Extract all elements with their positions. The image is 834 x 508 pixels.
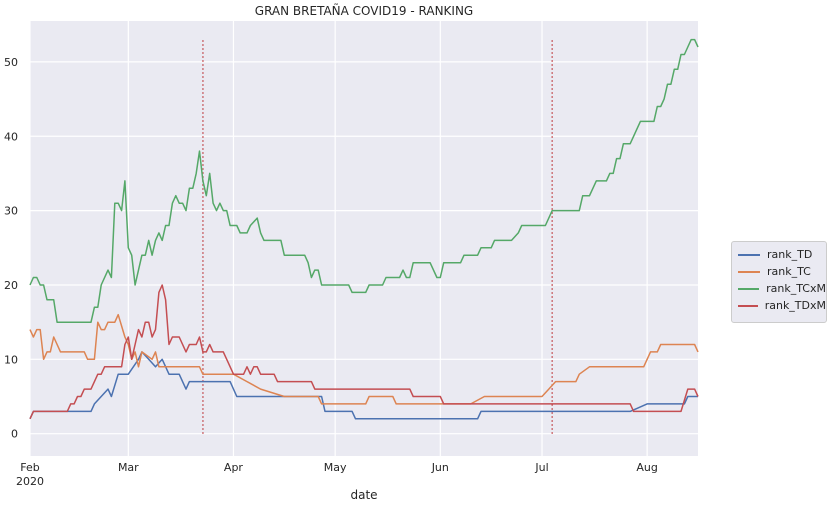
legend-label: rank_TC bbox=[767, 265, 811, 278]
y-tick-label: 40 bbox=[4, 130, 18, 143]
y-tick-label: 0 bbox=[11, 428, 18, 441]
legend-swatch bbox=[738, 253, 760, 256]
legend-label: rank_TD bbox=[767, 248, 813, 261]
y-tick-label: 10 bbox=[4, 353, 18, 366]
legend-item: rank_TCxM bbox=[738, 280, 826, 297]
x-tick-label: Jun bbox=[431, 461, 449, 474]
x-tick-label: May bbox=[324, 461, 347, 474]
x-tick-label: Jul bbox=[534, 461, 548, 474]
x-tick-label: Feb bbox=[20, 461, 39, 474]
series-lines bbox=[29, 38, 699, 420]
x-axis-label: date bbox=[350, 488, 377, 502]
legend-item: rank_TD bbox=[738, 246, 826, 263]
reference-lines bbox=[202, 39, 553, 434]
y-tick-label: 50 bbox=[4, 56, 18, 69]
grid-lines bbox=[29, 21, 698, 456]
x-tick-sublabel: 2020 bbox=[16, 475, 44, 488]
legend-label: rank_TCxM bbox=[766, 282, 826, 295]
y-tick-label: 30 bbox=[4, 205, 18, 218]
y-axis: 0 10 20 30 40 50 bbox=[4, 56, 18, 441]
series-line-rank-tcxm bbox=[29, 38, 699, 323]
legend-item: rank_TDxM bbox=[738, 297, 826, 314]
legend-swatch bbox=[738, 270, 760, 273]
legend-label: rank_TDxM bbox=[764, 299, 826, 312]
x-tick-label: Aug bbox=[636, 461, 657, 474]
plot-area bbox=[30, 21, 698, 456]
legend-swatch bbox=[738, 287, 760, 290]
series-line-rank-tdxm bbox=[29, 284, 699, 420]
chart-title: GRAN BRETAÑA COVID19 - RANKING bbox=[255, 3, 473, 18]
y-tick-label: 20 bbox=[4, 279, 18, 292]
legend-swatch bbox=[738, 304, 758, 307]
series-line-rank-td bbox=[29, 351, 698, 420]
legend-item: rank_TC bbox=[738, 263, 826, 280]
series-line-rank-tc bbox=[29, 313, 699, 405]
legend: rank_TD rank_TC rank_TCxM rank_TDxM bbox=[731, 241, 827, 323]
x-tick-label: Mar bbox=[118, 461, 139, 474]
x-tick-label: Apr bbox=[224, 461, 244, 474]
